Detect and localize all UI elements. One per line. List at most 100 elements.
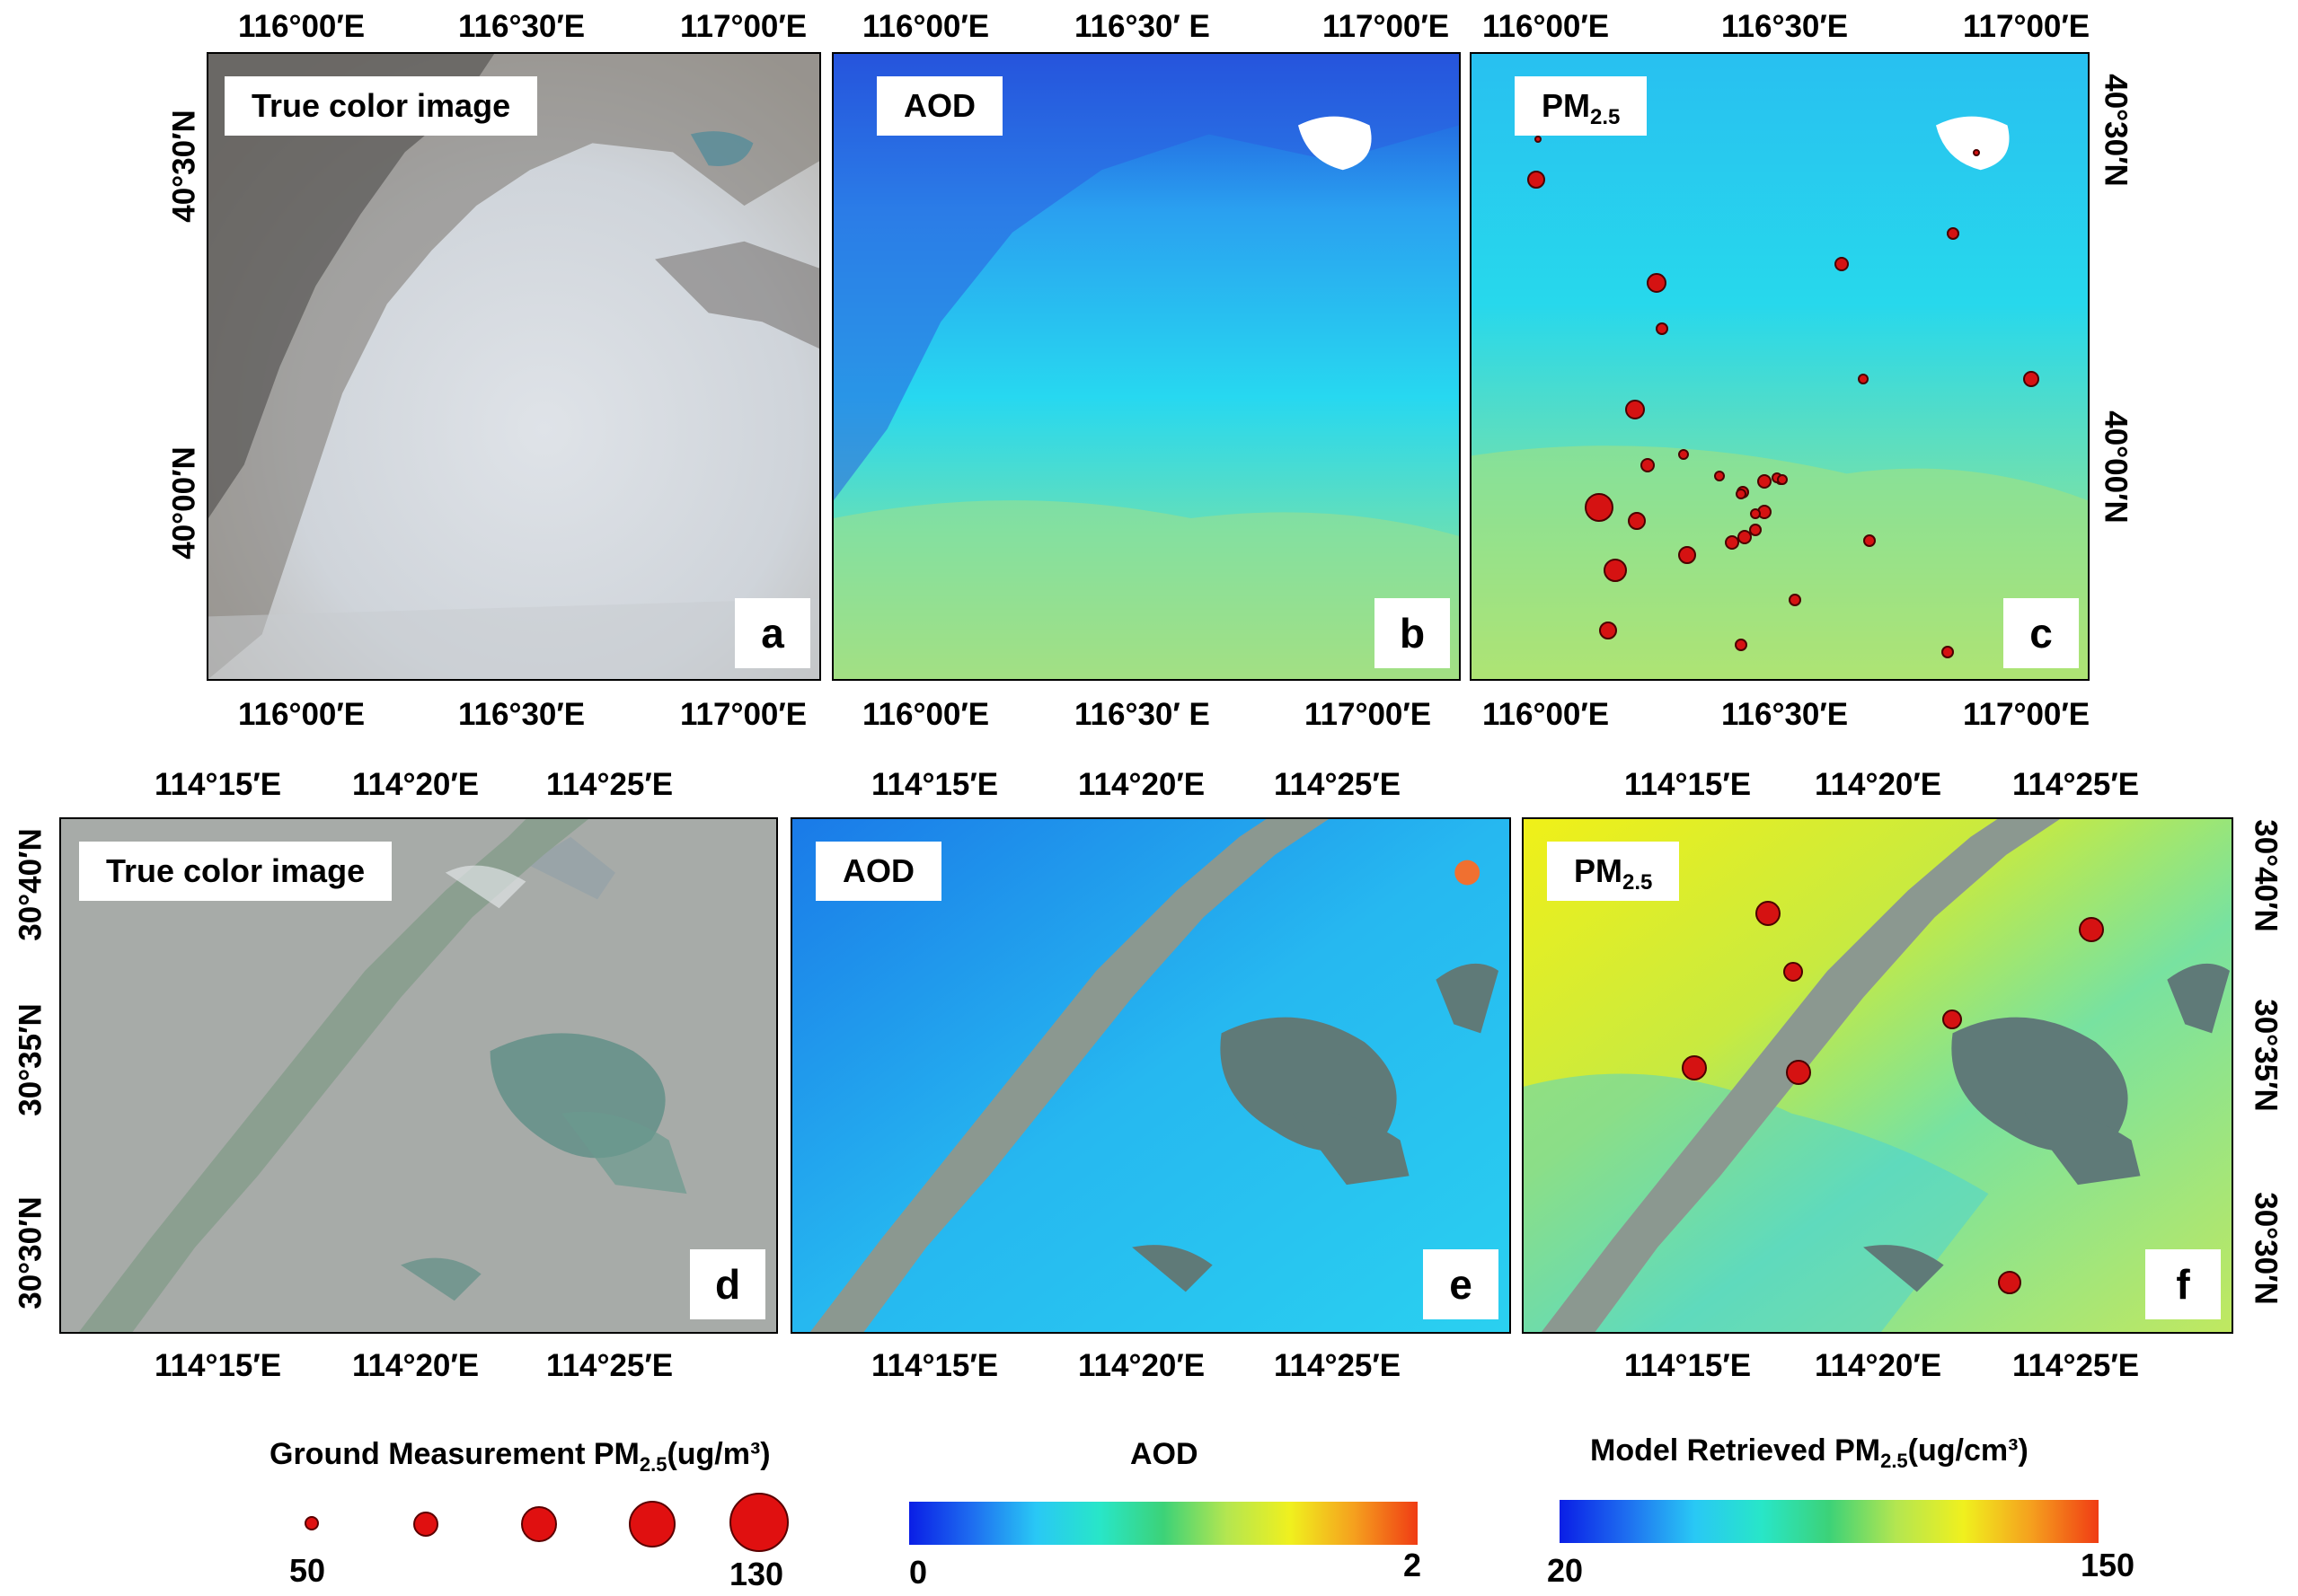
lon-tick-f-bot-2: 114°20′E: [1815, 1348, 1942, 1383]
station-marker: [1749, 524, 1762, 536]
lon-tick-a-bot-3: 117°00′E: [680, 697, 808, 732]
lon-tick-f-top-2: 114°20′E: [1815, 767, 1942, 802]
station-marker: [1735, 639, 1747, 651]
ground-legend-max: 130: [729, 1556, 784, 1592]
lat-tick-top-left-2: 40°00′N: [166, 446, 202, 560]
panel-d-letter: d: [690, 1249, 765, 1319]
aod-legend-title: AOD: [1130, 1437, 1198, 1471]
lat-tick-top-right-2: 40°00′N: [2098, 410, 2134, 524]
panel-c-title-main: PM: [1542, 87, 1590, 124]
lat-tick-bot-left-1: 30°40′N: [13, 828, 49, 941]
station-marker: [1973, 149, 1980, 156]
legend-marker-size-5: [729, 1493, 789, 1552]
station-marker: [1599, 622, 1617, 639]
station-marker: [1834, 257, 1849, 271]
panel-c-title: PM2.5: [1515, 76, 1648, 136]
aod-map-e: [792, 819, 1509, 1332]
legend-marker-size-2: [413, 1512, 438, 1537]
model-legend-title-main: Model Retrieved PM: [1590, 1433, 1881, 1468]
lat-tick-bot-left-3: 30°30′N: [13, 1196, 49, 1309]
station-marker: [1757, 474, 1772, 489]
panel-d-true-color: True color image d: [59, 817, 778, 1334]
model-legend-title-sub: 2.5: [1880, 1449, 1908, 1472]
panel-f-title: PM2.5: [1547, 842, 1680, 901]
pm25-map-f: [1524, 819, 2232, 1332]
panel-f-letter: f: [2145, 1249, 2221, 1319]
ground-legend-min: 50: [289, 1552, 326, 1589]
lon-tick-c-top-2: 116°30′E: [1721, 9, 1849, 44]
station-marker: [1789, 594, 1801, 606]
lat-tick-top-left-1: 40°30′N: [166, 110, 202, 223]
station-marker: [1625, 400, 1645, 419]
aod-colorbar: [909, 1502, 1418, 1545]
lon-tick-a-top-3: 117°00′E: [680, 9, 808, 44]
lon-tick-c-top-1: 116°00′E: [1482, 9, 1610, 44]
ground-legend-title-unit: (ug/m³): [667, 1437, 771, 1471]
lon-tick-b-bot-3: 117°00′E: [1304, 697, 1432, 732]
lon-tick-e-top-2: 114°20′E: [1078, 767, 1206, 802]
panel-e-letter: e: [1423, 1249, 1498, 1319]
station-marker: [1858, 374, 1869, 384]
station-marker: [1628, 512, 1646, 530]
station-marker: [1942, 1010, 1962, 1029]
panel-b-letter: b: [1374, 598, 1450, 668]
lon-tick-c-top-3: 117°00′E: [1963, 9, 2090, 44]
station-marker: [1725, 535, 1739, 550]
station-marker: [1750, 508, 1761, 519]
station-marker: [1682, 1055, 1707, 1080]
station-marker: [1678, 546, 1696, 564]
lon-tick-f-top-3: 114°25′E: [2012, 767, 2140, 802]
lon-tick-b-bot-2: 116°30′ E: [1074, 697, 1210, 732]
model-legend-title-unit: (ug/cm³): [1907, 1433, 2028, 1468]
lon-tick-d-bot-2: 114°20′E: [352, 1348, 480, 1383]
station-marker: [1585, 493, 1613, 522]
panel-f-pm25: PM2.5 f: [1522, 817, 2233, 1334]
ground-legend-title: Ground Measurement PM2.5(ug/m³): [270, 1437, 771, 1477]
panel-a-title: True color image: [225, 76, 538, 136]
lon-tick-a-bot-1: 116°00′E: [238, 697, 366, 732]
lon-tick-c-bot-2: 116°30′E: [1721, 697, 1849, 732]
ground-legend-title-main: Ground Measurement PM: [270, 1437, 640, 1471]
lon-tick-a-bot-2: 116°30′E: [458, 697, 586, 732]
lon-tick-f-bot-1: 114°15′E: [1624, 1348, 1752, 1383]
lon-tick-d-top-3: 114°25′E: [546, 767, 674, 802]
lon-tick-d-top-1: 114°15′E: [155, 767, 282, 802]
panel-a-letter: a: [735, 598, 810, 668]
panel-d-title: True color image: [79, 842, 393, 901]
station-marker: [1647, 273, 1666, 293]
panel-c-pm25: PM2.5 c: [1470, 52, 2090, 681]
station-marker: [1947, 227, 1959, 240]
lon-tick-e-top-3: 114°25′E: [1274, 767, 1401, 802]
lon-tick-f-top-1: 114°15′E: [1624, 767, 1752, 802]
panel-c-title-sub: 2.5: [1590, 105, 1621, 130]
station-marker: [1941, 646, 1954, 658]
station-marker: [1737, 530, 1752, 544]
legend-marker-size-1: [305, 1516, 319, 1530]
station-marker: [1656, 322, 1668, 335]
panel-f-title-sub: 2.5: [1622, 870, 1653, 895]
station-marker: [1640, 458, 1655, 472]
station-marker: [1527, 171, 1545, 189]
panel-e-title: AOD: [816, 842, 941, 901]
panel-b-title: AOD: [877, 76, 1003, 136]
lat-tick-bot-right-3: 30°30′N: [2248, 1192, 2284, 1305]
model-legend-max: 150: [2081, 1547, 2135, 1583]
station-marker: [1777, 474, 1788, 485]
lon-tick-d-bot-1: 114°15′E: [155, 1348, 282, 1383]
lon-tick-a-top-1: 116°00′E: [238, 9, 366, 44]
lat-tick-bot-right-2: 30°35′N: [2248, 999, 2284, 1112]
true-color-map-a: [208, 54, 819, 679]
lon-tick-e-top-1: 114°15′E: [871, 767, 999, 802]
station-marker: [1998, 1271, 2021, 1294]
lat-tick-bot-left-2: 30°35′N: [13, 1003, 49, 1116]
station-marker: [1678, 449, 1689, 460]
lon-tick-d-bot-3: 114°25′E: [546, 1348, 674, 1383]
model-legend-title: Model Retrieved PM2.5(ug/cm³): [1590, 1433, 2028, 1473]
legend-marker-size-3: [521, 1506, 557, 1542]
lon-tick-b-top-3: 117°00′E: [1322, 9, 1450, 44]
panel-e-aod: AOD e: [791, 817, 1511, 1334]
aod-legend-max: 2: [1403, 1547, 1422, 1583]
station-marker: [1783, 962, 1803, 982]
station-marker: [1534, 136, 1542, 143]
lon-tick-b-top-1: 116°00′E: [862, 9, 990, 44]
